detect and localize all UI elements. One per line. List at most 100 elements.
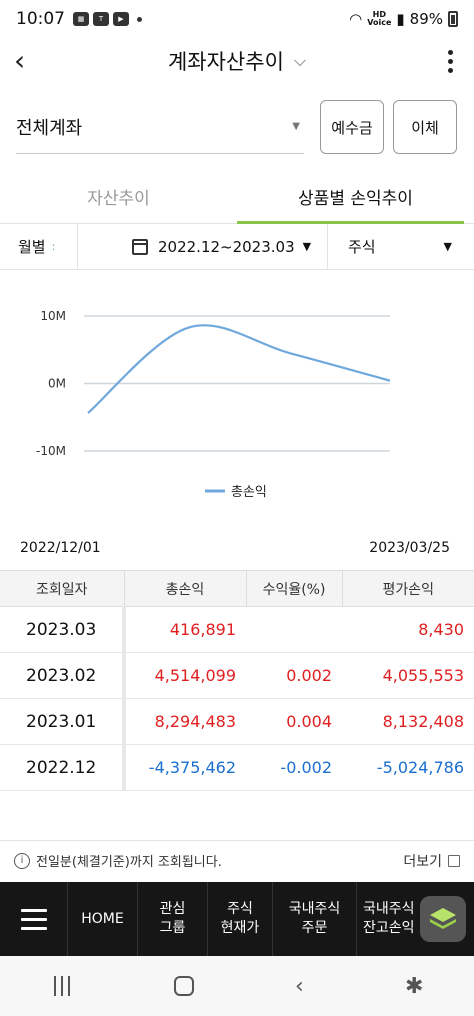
row-rate: 0.004 xyxy=(246,698,342,745)
nav-domestic-balance-line2: 잔고손익 xyxy=(363,920,415,936)
menu-icon[interactable] xyxy=(0,882,68,956)
calendar-icon xyxy=(132,238,148,255)
row-date: 2023.03 xyxy=(0,606,126,653)
hd-voice-icon: HD Voice xyxy=(367,11,391,27)
talk-icon: T xyxy=(93,12,109,26)
tab-asset-trend[interactable]: 자산추이 xyxy=(87,189,150,209)
voice-label: Voice xyxy=(367,18,392,27)
info-icon: i xyxy=(14,852,30,869)
table-row[interactable]: 2023.01 8,294,483 0.004 8,132,408 xyxy=(0,698,474,745)
y-tick-label: 10M xyxy=(40,309,66,323)
y-tick-label: -10M xyxy=(36,444,66,458)
layers-glyph-icon xyxy=(430,908,456,929)
period-label: 월별 xyxy=(18,238,46,256)
info-notice: 전일분(체결기준)까지 조회됩니다. xyxy=(36,855,222,870)
row-rate: -0.002 xyxy=(246,744,342,791)
nav-watchlist-line1: 관심 xyxy=(159,901,186,917)
date-range-label: 2022.12~2023.03 xyxy=(158,237,295,256)
battery-icon xyxy=(448,11,458,27)
row-rate: 0.002 xyxy=(246,652,342,699)
row-total: -4,375,462 xyxy=(124,744,246,791)
col-header-date[interactable]: 조회일자 xyxy=(0,570,124,607)
row-date: 2022.12 xyxy=(0,744,126,791)
series-line-total-pnl xyxy=(87,324,391,414)
account-name: 전체계좌 xyxy=(16,117,83,139)
y-tick-label: 0M xyxy=(48,377,66,391)
pnl-line-chart: 10M 0M -10M 총손익 xyxy=(36,309,391,500)
gallery-icon: ▦ xyxy=(73,12,89,26)
filter-row: 월별 ꞉ 2022.12~2023.03 ▼ 주식 ▼ xyxy=(0,224,474,270)
row-eval: 8,430 xyxy=(342,606,474,653)
more-label: 더보기 xyxy=(403,853,442,870)
more-link[interactable]: 더보기 xyxy=(403,851,460,871)
youtube-icon: ▶ xyxy=(113,12,129,26)
info-bar: i 전일분(체결기준)까지 조회됩니다. 더보기 xyxy=(0,840,474,880)
nav-domestic-balance-line1: 국내주식 xyxy=(363,901,415,917)
external-link-icon xyxy=(448,854,460,867)
more-options-icon[interactable] xyxy=(440,46,460,76)
accessibility-icon[interactable]: ✱ xyxy=(404,973,424,999)
signal-icon: ▮ xyxy=(396,10,405,28)
notification-dot-icon xyxy=(137,16,142,22)
system-nav-bar: ‹ ✱ xyxy=(0,956,474,1016)
period-filter[interactable]: 월별 ꞉ xyxy=(0,224,78,269)
battery-text: 89% xyxy=(409,10,443,28)
pnl-table: 조회일자 총손익 수익율(%) 평가손익 2023.03 416,891 8,4… xyxy=(0,570,474,791)
back-arrow-icon[interactable]: ‹ xyxy=(14,44,26,77)
nav-stock-price-line1: 주식 xyxy=(227,901,253,917)
status-time: 10:07 xyxy=(16,9,65,29)
col-header-eval[interactable]: 평가손익 xyxy=(341,570,474,607)
recent-apps-icon[interactable] xyxy=(51,976,73,996)
table-row[interactable]: 2022.12 -4,375,462 -0.002 -5,024,786 xyxy=(0,744,474,791)
row-date: 2023.02 xyxy=(0,652,126,699)
table-row[interactable]: 2023.03 416,891 8,430 xyxy=(0,606,474,653)
period-end-date: 2023/03/25 xyxy=(369,540,450,556)
dropdown-caret-icon: ▼ xyxy=(292,121,300,132)
col-header-total[interactable]: 총손익 xyxy=(123,570,246,607)
row-total: 416,891 xyxy=(124,606,246,653)
nav-watchlist-line2: 그룹 xyxy=(159,920,186,936)
row-eval: -5,024,786 xyxy=(342,744,474,791)
nav-domestic-order-line2: 주문 xyxy=(301,920,328,936)
wifi-icon: ◠ xyxy=(349,10,363,28)
table-row[interactable]: 2023.02 4,514,099 0.002 4,055,553 xyxy=(0,652,474,699)
nav-stock-price-line2: 현재가 xyxy=(220,920,260,936)
dropdown-triangle-icon: ▼ xyxy=(302,240,312,253)
layers-icon[interactable] xyxy=(420,896,466,942)
legend-label: 총손익 xyxy=(231,485,267,500)
period-start-date: 2022/12/01 xyxy=(20,540,101,556)
row-total: 8,294,483 xyxy=(124,698,246,745)
table-header-row: 조회일자 총손익 수익율(%) 평가손익 xyxy=(0,570,474,607)
hd-label: HD xyxy=(372,10,386,19)
dropdown-triangle-icon: ▼ xyxy=(443,240,452,253)
chevron-down-icon[interactable]: ⌵ xyxy=(293,51,307,70)
col-header-rate[interactable]: 수익율(%) xyxy=(245,570,342,607)
row-eval: 4,055,553 xyxy=(342,652,474,699)
account-select[interactable]: 전체계좌 ▼ xyxy=(16,100,304,154)
nav-domestic-order-line1: 국내주식 xyxy=(288,901,341,917)
product-filter[interactable]: 주식 ▼ xyxy=(328,224,474,269)
transfer-button[interactable]: 이체 xyxy=(393,100,457,154)
status-bar: 10:07 ▦ T ▶ ◠ HD Voice ▮ 89% xyxy=(0,0,474,38)
back-icon[interactable]: ‹ xyxy=(294,973,304,999)
row-total: 4,514,099 xyxy=(124,652,246,699)
nav-home[interactable]: HOME xyxy=(68,882,138,956)
row-date: 2023.01 xyxy=(0,698,126,745)
app-header: ‹ 계좌자산추이 ⌵ xyxy=(0,38,474,84)
nav-home-label: HOME xyxy=(81,910,124,927)
tab-product-pnl[interactable]: 상품별 손익추이 xyxy=(237,170,474,224)
tab-bar: 자산추이 상품별 손익추이 xyxy=(0,170,474,224)
grip-icon: ꞉ xyxy=(51,239,56,253)
date-range-filter[interactable]: 2022.12~2023.03 ▼ xyxy=(78,224,328,269)
product-label: 주식 xyxy=(348,238,376,256)
deposit-button[interactable]: 예수금 xyxy=(320,100,384,154)
home-icon[interactable] xyxy=(173,976,194,996)
row-rate xyxy=(246,606,342,653)
row-eval: 8,132,408 xyxy=(342,698,474,745)
page-title[interactable]: 계좌자산추이 xyxy=(167,50,284,74)
